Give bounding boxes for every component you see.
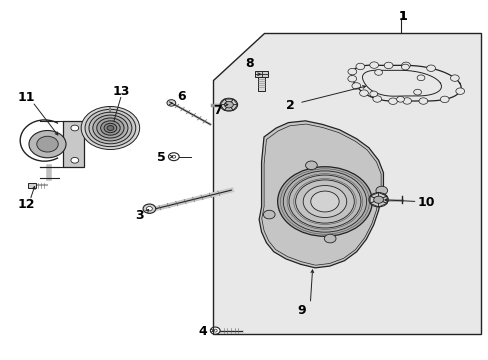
Circle shape bbox=[104, 123, 117, 133]
Polygon shape bbox=[369, 196, 378, 203]
Circle shape bbox=[71, 125, 79, 131]
Circle shape bbox=[146, 207, 152, 211]
Bar bbox=[63, 121, 83, 167]
Circle shape bbox=[401, 62, 409, 68]
Circle shape bbox=[310, 191, 339, 212]
Circle shape bbox=[210, 327, 220, 334]
Circle shape bbox=[314, 194, 335, 210]
Circle shape bbox=[388, 98, 397, 104]
Polygon shape bbox=[369, 193, 378, 200]
Text: 2: 2 bbox=[286, 99, 295, 112]
Circle shape bbox=[416, 75, 424, 81]
Circle shape bbox=[85, 109, 136, 147]
Circle shape bbox=[375, 186, 387, 195]
Text: 11: 11 bbox=[17, 91, 35, 104]
Circle shape bbox=[347, 68, 356, 75]
Circle shape bbox=[384, 62, 392, 69]
Bar bbox=[257, 77, 265, 91]
Circle shape bbox=[97, 118, 124, 138]
Text: 1: 1 bbox=[398, 10, 407, 23]
Circle shape bbox=[168, 153, 179, 161]
Circle shape bbox=[263, 210, 275, 219]
Circle shape bbox=[402, 98, 411, 104]
Circle shape bbox=[351, 83, 360, 89]
Circle shape bbox=[369, 91, 377, 97]
Bar bbox=[255, 71, 267, 77]
Text: 1: 1 bbox=[398, 10, 407, 23]
Circle shape bbox=[401, 64, 408, 70]
Circle shape bbox=[288, 175, 360, 228]
Circle shape bbox=[277, 167, 371, 236]
Circle shape bbox=[93, 115, 128, 141]
Polygon shape bbox=[228, 105, 237, 110]
Circle shape bbox=[359, 90, 367, 96]
Polygon shape bbox=[220, 105, 228, 110]
Circle shape bbox=[295, 180, 354, 223]
Circle shape bbox=[213, 329, 217, 332]
Text: 13: 13 bbox=[113, 85, 130, 98]
Text: 10: 10 bbox=[416, 196, 434, 209]
Circle shape bbox=[171, 155, 175, 158]
Circle shape bbox=[71, 157, 79, 163]
Circle shape bbox=[101, 121, 120, 135]
Polygon shape bbox=[378, 193, 386, 200]
Circle shape bbox=[372, 96, 381, 102]
Circle shape bbox=[166, 100, 175, 106]
Circle shape bbox=[324, 234, 335, 243]
Text: 8: 8 bbox=[244, 57, 253, 70]
Text: 3: 3 bbox=[135, 210, 143, 222]
Text: 9: 9 bbox=[297, 304, 305, 317]
Circle shape bbox=[107, 126, 114, 131]
Polygon shape bbox=[378, 196, 386, 203]
Polygon shape bbox=[259, 121, 383, 268]
Circle shape bbox=[449, 75, 458, 81]
Text: 6: 6 bbox=[177, 90, 185, 103]
Circle shape bbox=[81, 107, 140, 149]
Polygon shape bbox=[228, 99, 237, 105]
Circle shape bbox=[319, 197, 330, 206]
Polygon shape bbox=[224, 105, 233, 110]
Circle shape bbox=[29, 131, 66, 158]
Circle shape bbox=[413, 89, 421, 95]
Polygon shape bbox=[212, 33, 480, 334]
Polygon shape bbox=[224, 99, 233, 105]
Circle shape bbox=[283, 171, 366, 232]
Text: 4: 4 bbox=[198, 325, 207, 338]
Circle shape bbox=[455, 88, 464, 94]
Circle shape bbox=[224, 102, 233, 108]
Circle shape bbox=[355, 63, 364, 70]
Circle shape bbox=[347, 76, 356, 82]
Polygon shape bbox=[220, 99, 228, 105]
Circle shape bbox=[303, 185, 346, 217]
Circle shape bbox=[369, 62, 378, 68]
Circle shape bbox=[89, 112, 132, 144]
Text: 5: 5 bbox=[157, 151, 165, 164]
Polygon shape bbox=[378, 200, 386, 207]
Polygon shape bbox=[369, 200, 378, 207]
Circle shape bbox=[418, 98, 427, 104]
Circle shape bbox=[374, 69, 382, 75]
Text: 7: 7 bbox=[213, 104, 222, 117]
Text: 12: 12 bbox=[17, 198, 35, 211]
Circle shape bbox=[305, 161, 317, 170]
Circle shape bbox=[396, 96, 404, 102]
Circle shape bbox=[439, 96, 448, 103]
Circle shape bbox=[426, 65, 435, 71]
Bar bbox=[27, 183, 36, 188]
Circle shape bbox=[373, 196, 383, 203]
Circle shape bbox=[37, 136, 58, 152]
Circle shape bbox=[143, 204, 156, 213]
